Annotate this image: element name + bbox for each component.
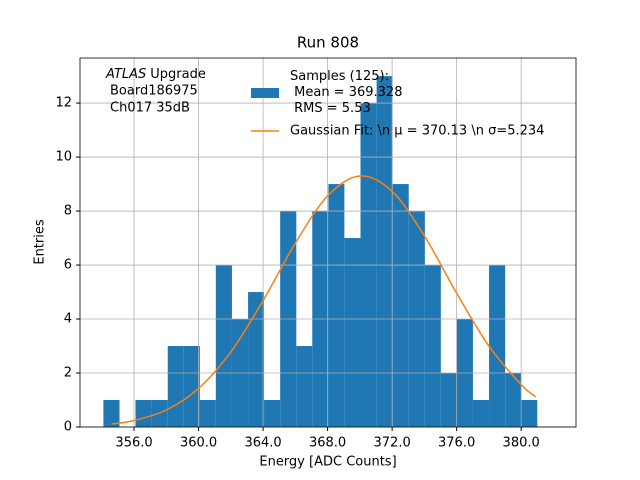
bar [489,265,506,427]
y-tick-label: 2 [64,366,72,381]
bar [505,373,522,427]
chart-title: Run 808 [297,34,359,52]
bar [328,184,345,427]
bar [199,400,216,427]
annotation-italic: ATLAS [105,67,146,82]
legend-line: Mean = 369.328 [290,85,402,100]
y-tick-label: 0 [64,420,72,435]
bar [167,346,184,427]
x-tick-label: 360.0 [180,436,217,451]
bar [296,346,313,427]
legend-label: Samples (125): Mean = 369.328 RMS = 5.53 [290,69,402,116]
x-tick-label: 364.0 [244,436,281,451]
y-tick-label: 4 [64,312,72,327]
legend-swatch [251,88,279,98]
legend-label: Gaussian Fit: \n μ = 370.13 \n σ=5.234 [290,124,544,139]
y-tick-label: 6 [64,258,72,273]
x-tick-label: 380.0 [503,436,540,451]
bar [424,265,441,427]
annotation-text: Upgrade [150,67,206,82]
bar [135,400,152,427]
bar [376,76,393,428]
bar [344,238,361,427]
y-axis-label: Entries [33,219,48,265]
y-tick-label: 12 [55,96,72,111]
x-axis-label: Energy [ADC Counts] [259,455,396,470]
fit-line [111,175,537,425]
bar [264,400,281,427]
bar [440,373,457,427]
x-tick-label: 356.0 [115,436,152,451]
x-tick-label: 368.0 [309,436,346,451]
bar [183,346,200,427]
y-tick-label: 8 [64,204,72,219]
annotation: ATLAS Upgrade [105,67,206,82]
annotation: Board186975 [110,84,198,99]
bar [215,265,232,427]
bar [521,400,538,427]
y-tick-label: 10 [55,150,72,165]
legend-line: Samples (125): [290,69,389,84]
legend-line: RMS = 5.53 [290,101,371,116]
bar [103,400,120,427]
annotation: Ch017 35dB [110,101,190,116]
bar [472,400,490,427]
bar [392,184,409,427]
x-tick-label: 372.0 [374,436,411,451]
bar [248,292,265,427]
x-tick-label: 376.0 [438,436,475,451]
